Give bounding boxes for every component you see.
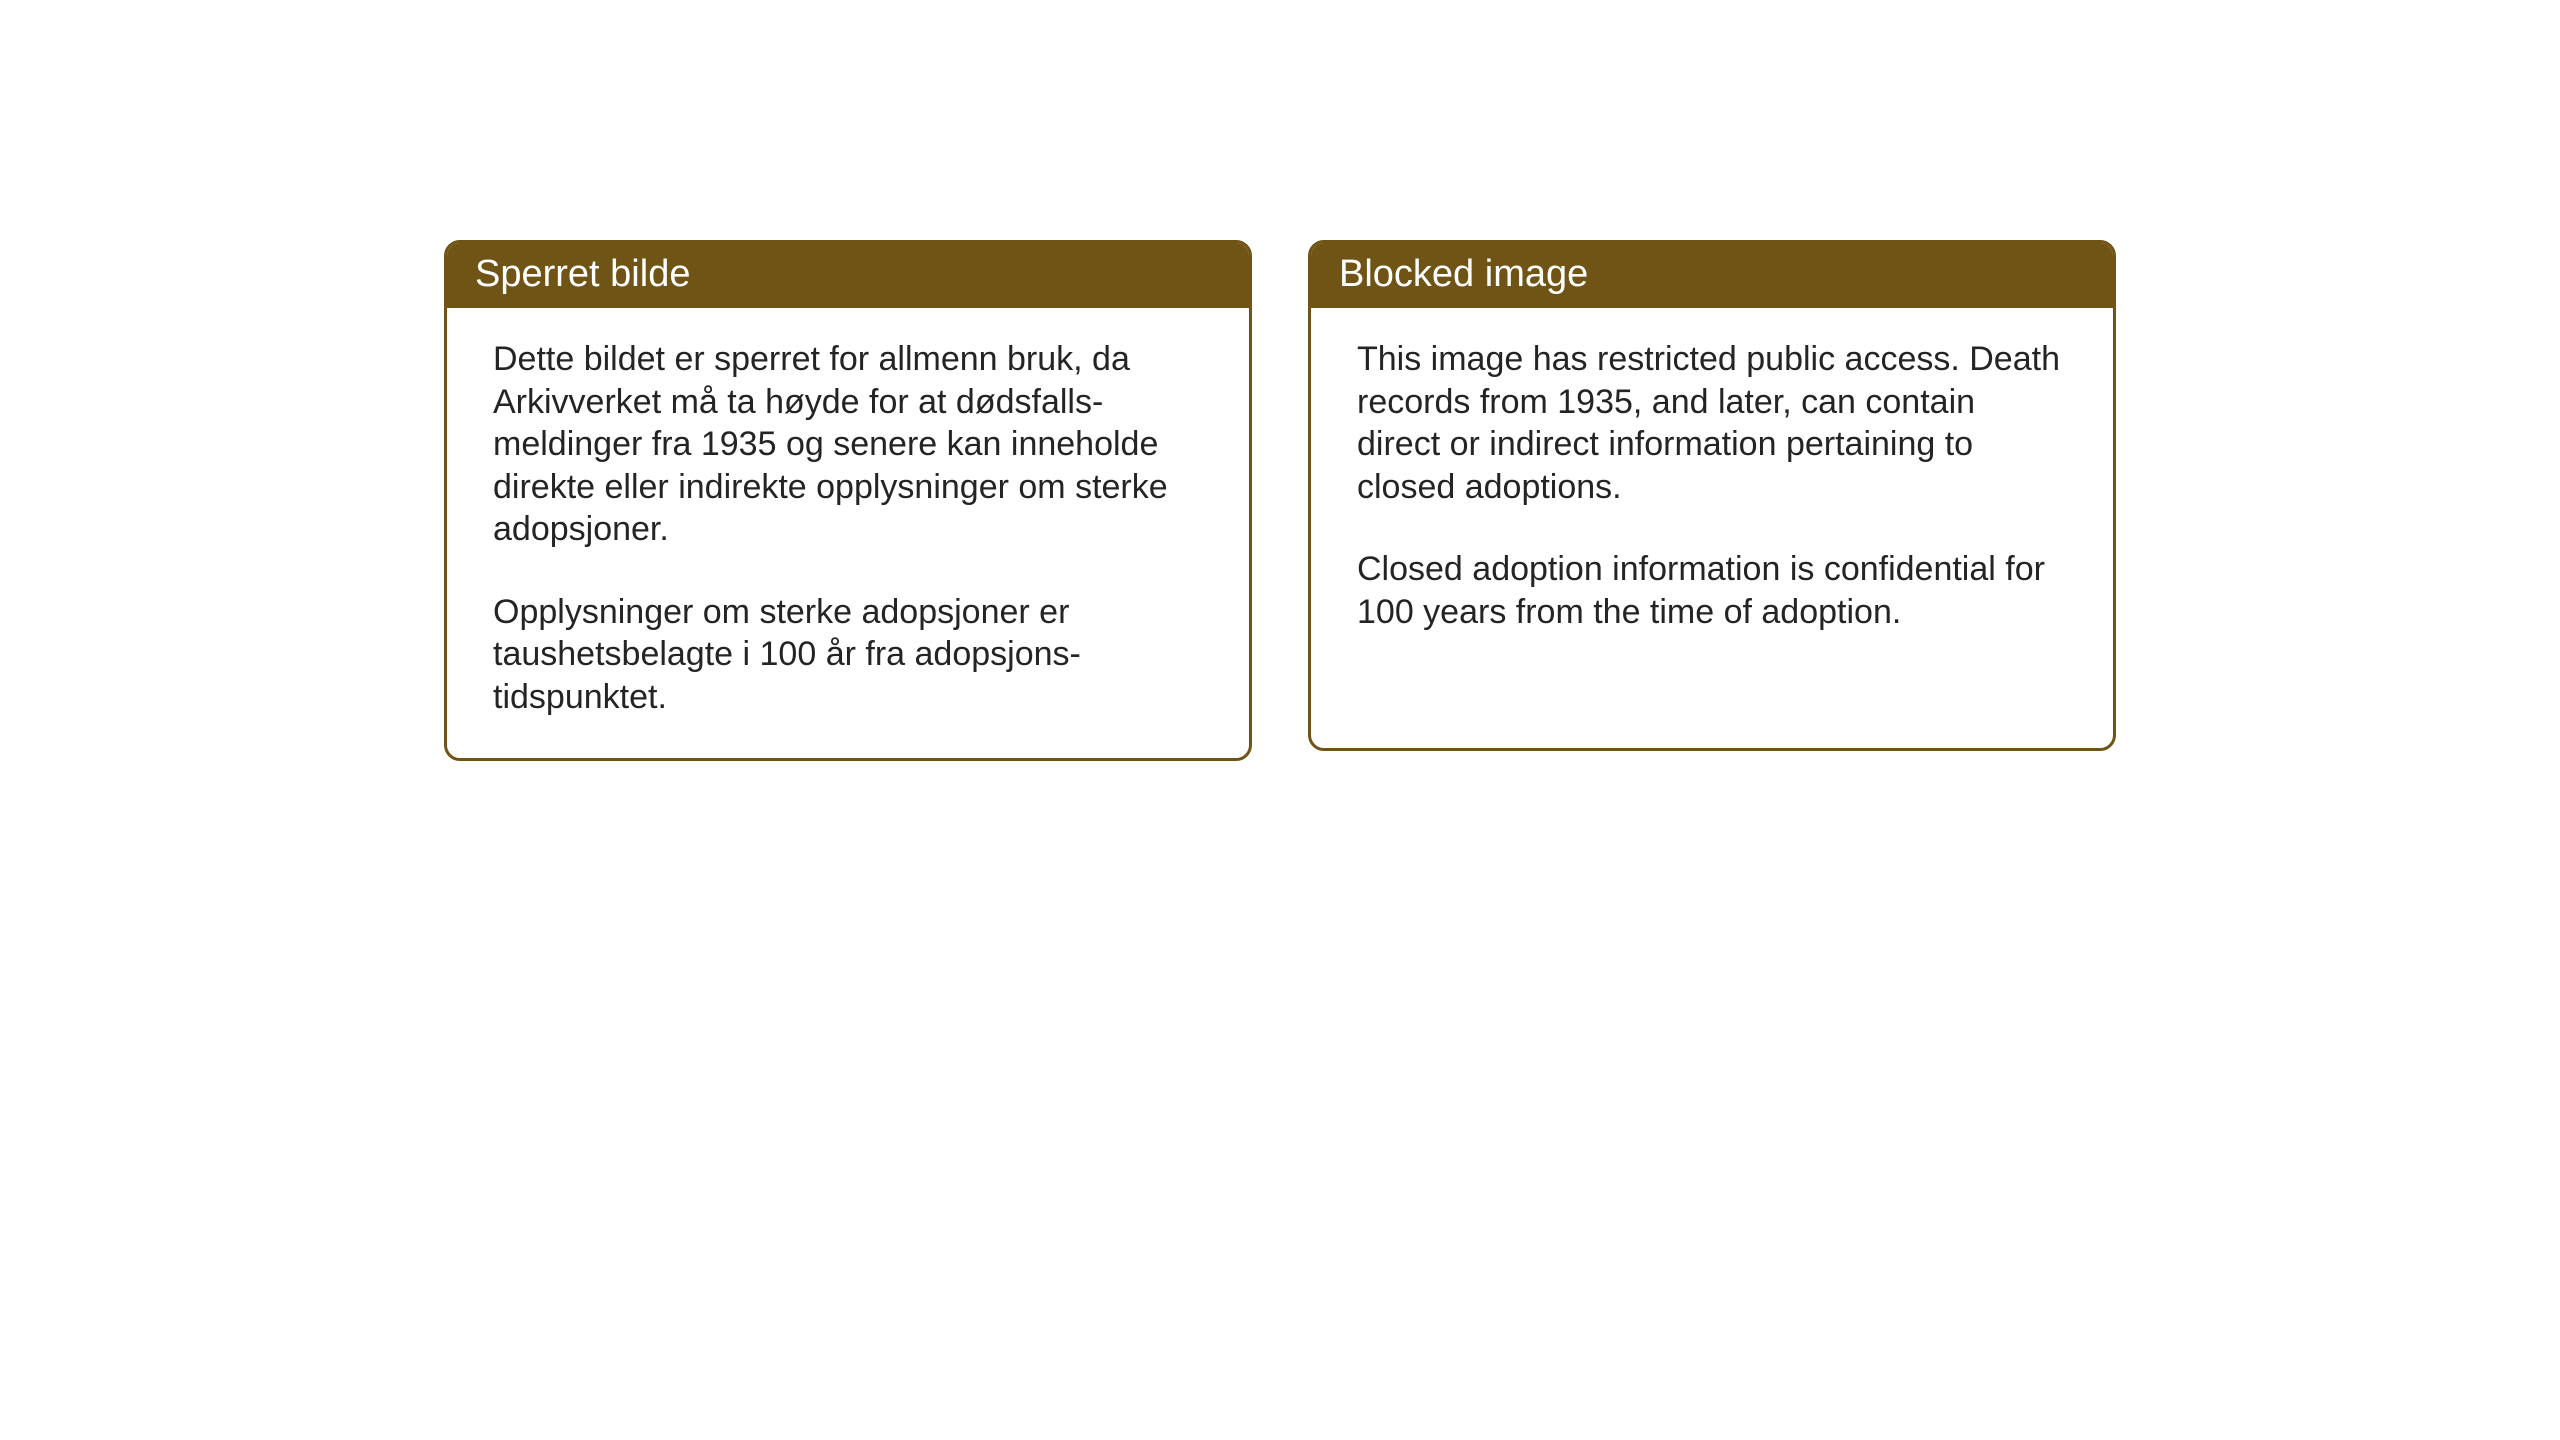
notice-header-english: Blocked image	[1311, 243, 2113, 308]
notice-body-english: This image has restricted public access.…	[1311, 308, 2113, 673]
notice-card-norwegian: Sperret bilde Dette bildet er sperret fo…	[444, 240, 1252, 761]
notice-card-english: Blocked image This image has restricted …	[1308, 240, 2116, 751]
notice-paragraph-1-english: This image has restricted public access.…	[1357, 338, 2067, 508]
notice-paragraph-2-english: Closed adoption information is confident…	[1357, 548, 2067, 633]
notice-header-norwegian: Sperret bilde	[447, 243, 1249, 308]
notice-paragraph-1-norwegian: Dette bildet er sperret for allmenn bruk…	[493, 338, 1203, 551]
notice-container: Sperret bilde Dette bildet er sperret fo…	[444, 240, 2116, 761]
notice-body-norwegian: Dette bildet er sperret for allmenn bruk…	[447, 308, 1249, 758]
notice-paragraph-2-norwegian: Opplysninger om sterke adopsjoner er tau…	[493, 591, 1203, 719]
